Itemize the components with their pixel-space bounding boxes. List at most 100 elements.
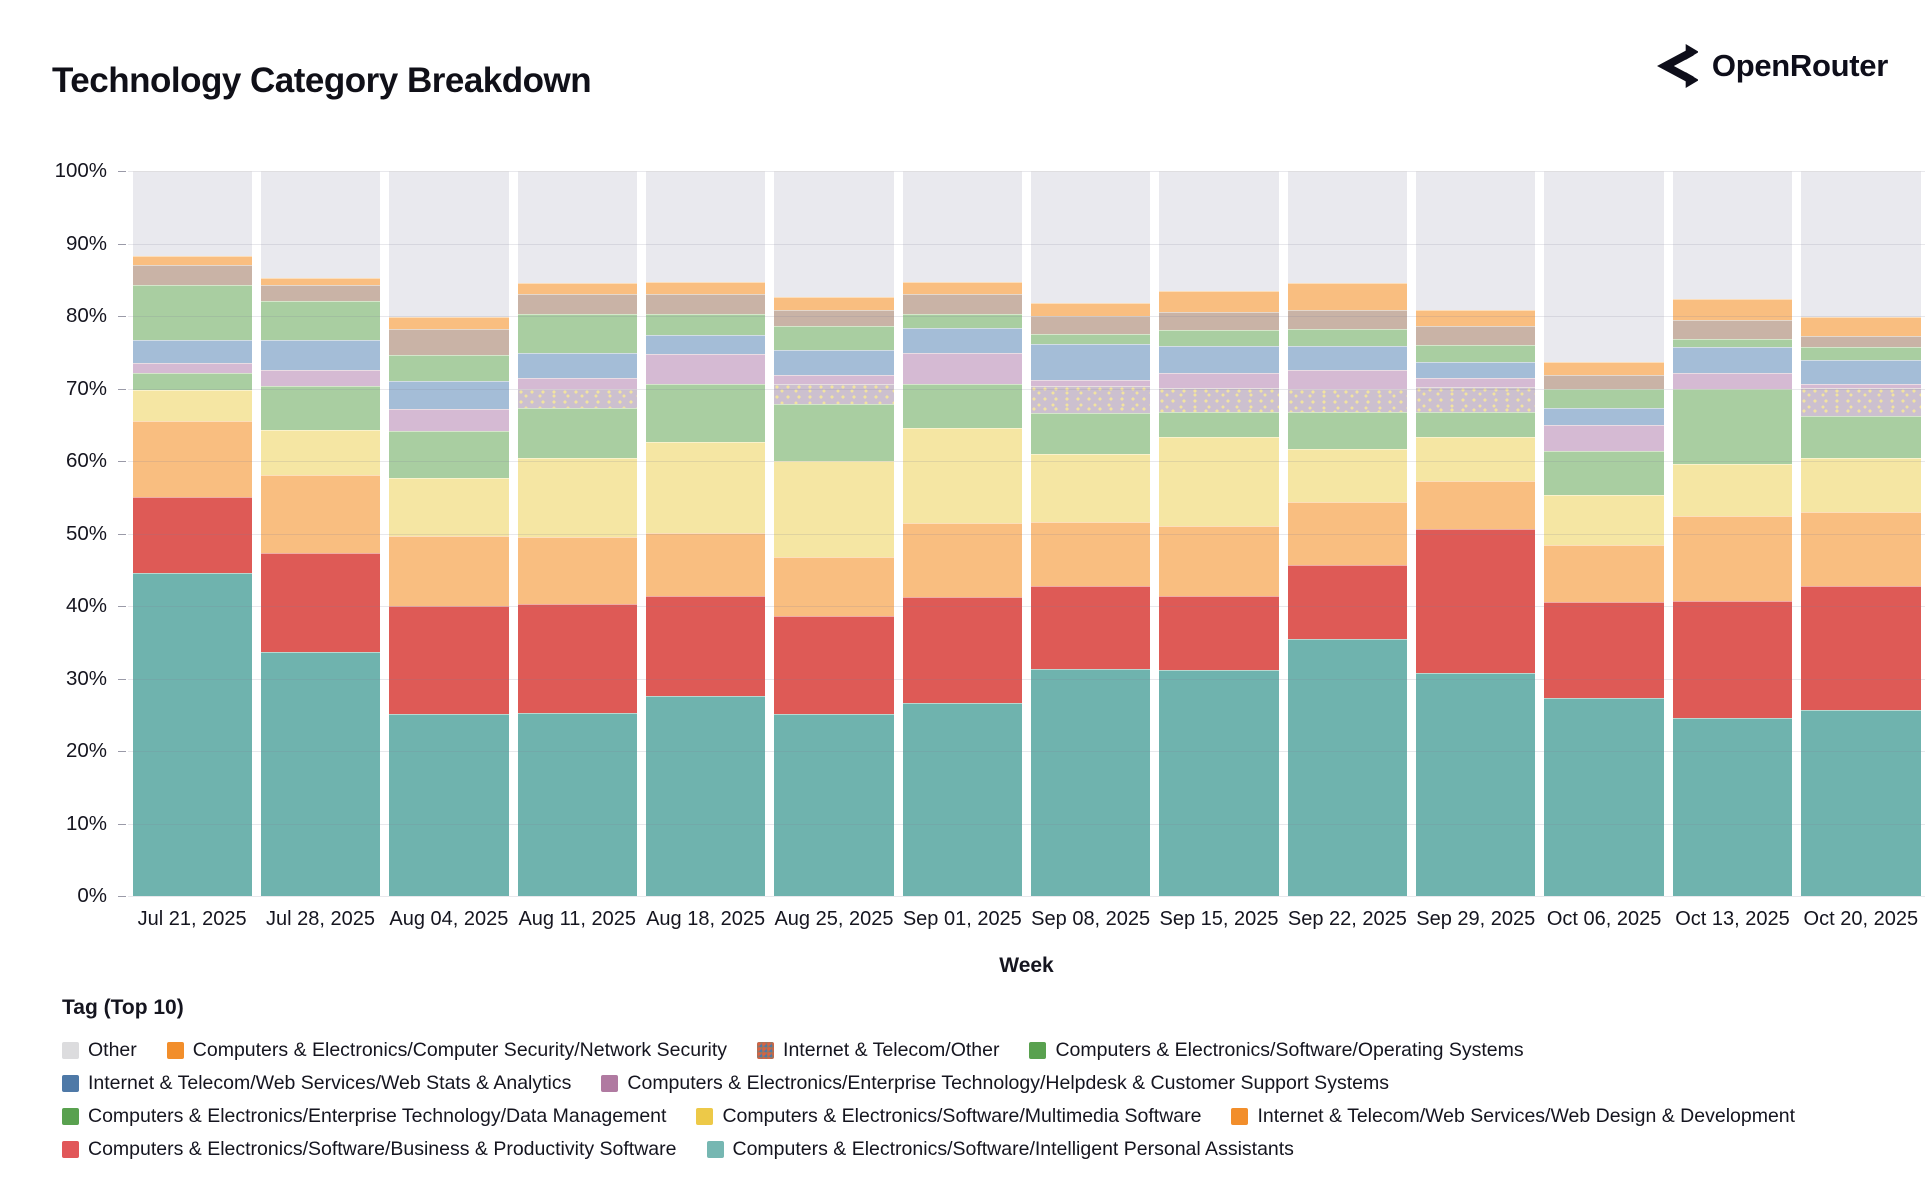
segment[interactable] xyxy=(1031,344,1151,380)
segment[interactable] xyxy=(517,313,637,353)
legend-item[interactable]: Internet & Telecom/Web Services/Web Desi… xyxy=(1231,1105,1795,1128)
segment[interactable] xyxy=(1544,450,1664,496)
segment[interactable] xyxy=(517,389,637,409)
segment[interactable] xyxy=(260,171,381,279)
segment[interactable] xyxy=(1801,171,1921,318)
bar-jul-28-2025[interactable] xyxy=(260,171,381,896)
segment[interactable] xyxy=(132,284,252,340)
legend-item[interactable]: Computers & Electronics/Software/Busines… xyxy=(62,1138,677,1161)
segment[interactable] xyxy=(774,310,894,327)
segment[interactable] xyxy=(260,300,381,340)
legend-item[interactable]: Computers & Electronics/Enterprise Techn… xyxy=(601,1072,1389,1095)
segment[interactable] xyxy=(645,171,766,282)
bar-aug-25-2025[interactable] xyxy=(774,171,894,896)
segment[interactable] xyxy=(1159,412,1279,438)
segment[interactable] xyxy=(260,652,381,896)
segment[interactable] xyxy=(1544,495,1664,546)
segment[interactable] xyxy=(645,313,766,335)
segment[interactable] xyxy=(774,384,894,405)
segment[interactable] xyxy=(902,384,1023,429)
segment[interactable] xyxy=(1544,602,1664,698)
segment[interactable] xyxy=(1672,372,1793,390)
bar-oct-20-2025[interactable] xyxy=(1801,171,1921,896)
segment[interactable] xyxy=(1416,412,1536,437)
segment[interactable] xyxy=(1801,336,1921,348)
segment[interactable] xyxy=(389,355,509,382)
segment[interactable] xyxy=(1416,437,1536,482)
segment[interactable] xyxy=(517,458,637,538)
segment[interactable] xyxy=(1416,362,1536,379)
segment[interactable] xyxy=(1031,315,1151,335)
segment[interactable] xyxy=(260,552,381,653)
segment[interactable] xyxy=(1031,413,1151,455)
segment[interactable] xyxy=(774,374,894,385)
segment[interactable] xyxy=(132,421,252,498)
bar-aug-11-2025[interactable] xyxy=(517,171,637,896)
segment[interactable] xyxy=(1159,291,1279,312)
segment[interactable] xyxy=(1031,171,1151,303)
segment[interactable] xyxy=(260,278,381,285)
segment[interactable] xyxy=(1672,319,1793,340)
segment[interactable] xyxy=(389,536,509,606)
segment[interactable] xyxy=(645,595,766,696)
segment[interactable] xyxy=(389,408,509,431)
segment[interactable] xyxy=(645,281,766,294)
segment[interactable] xyxy=(1031,334,1151,345)
segment[interactable] xyxy=(902,352,1023,385)
segment[interactable] xyxy=(389,381,509,409)
segment[interactable] xyxy=(1416,310,1536,327)
segment[interactable] xyxy=(260,430,381,476)
segment[interactable] xyxy=(132,339,252,364)
segment[interactable] xyxy=(389,713,509,896)
segment[interactable] xyxy=(517,713,637,896)
segment[interactable] xyxy=(1416,386,1536,413)
segment[interactable] xyxy=(1801,347,1921,361)
segment[interactable] xyxy=(902,281,1023,294)
segment[interactable] xyxy=(389,605,509,714)
segment[interactable] xyxy=(1672,389,1793,464)
segment[interactable] xyxy=(1801,416,1921,459)
segment[interactable] xyxy=(1801,317,1921,337)
segment[interactable] xyxy=(1287,370,1408,390)
segment[interactable] xyxy=(132,573,252,896)
segment[interactable] xyxy=(645,353,766,385)
bar-aug-04-2025[interactable] xyxy=(389,171,509,896)
segment[interactable] xyxy=(1159,595,1279,671)
segment[interactable] xyxy=(1544,171,1664,363)
segment[interactable] xyxy=(132,389,252,422)
segment[interactable] xyxy=(645,293,766,314)
segment[interactable] xyxy=(645,384,766,443)
segment[interactable] xyxy=(1416,481,1536,530)
bar-jul-21-2025[interactable] xyxy=(132,171,252,896)
segment[interactable] xyxy=(774,350,894,375)
segment[interactable] xyxy=(1159,388,1279,413)
segment[interactable] xyxy=(389,316,509,330)
segment[interactable] xyxy=(1031,386,1151,414)
segment[interactable] xyxy=(1801,384,1921,389)
segment[interactable] xyxy=(1416,171,1536,311)
segment[interactable] xyxy=(132,255,252,266)
segment[interactable] xyxy=(1801,586,1921,711)
segment[interactable] xyxy=(1287,282,1408,311)
segment[interactable] xyxy=(260,385,381,431)
segment[interactable] xyxy=(1416,673,1536,896)
segment[interactable] xyxy=(902,523,1023,597)
segment[interactable] xyxy=(1287,345,1408,371)
segment[interactable] xyxy=(1544,425,1664,451)
segment[interactable] xyxy=(1031,521,1151,586)
segment[interactable] xyxy=(774,616,894,714)
legend-item[interactable]: Internet & Telecom/Web Services/Web Stat… xyxy=(62,1072,571,1095)
segment[interactable] xyxy=(902,327,1023,353)
bar-sep-08-2025[interactable] xyxy=(1031,171,1151,896)
segment[interactable] xyxy=(1287,639,1408,896)
segment[interactable] xyxy=(902,313,1023,328)
segment[interactable] xyxy=(1801,388,1921,417)
legend-item[interactable]: Computers & Electronics/Software/Operati… xyxy=(1029,1039,1524,1062)
segment[interactable] xyxy=(1672,347,1793,373)
segment[interactable] xyxy=(1159,330,1279,346)
bar-sep-01-2025[interactable] xyxy=(902,171,1023,896)
segment[interactable] xyxy=(1544,374,1664,390)
bar-sep-29-2025[interactable] xyxy=(1416,171,1536,896)
legend-item[interactable]: Computers & Electronics/Software/Multime… xyxy=(696,1105,1201,1128)
segment[interactable] xyxy=(902,703,1023,896)
